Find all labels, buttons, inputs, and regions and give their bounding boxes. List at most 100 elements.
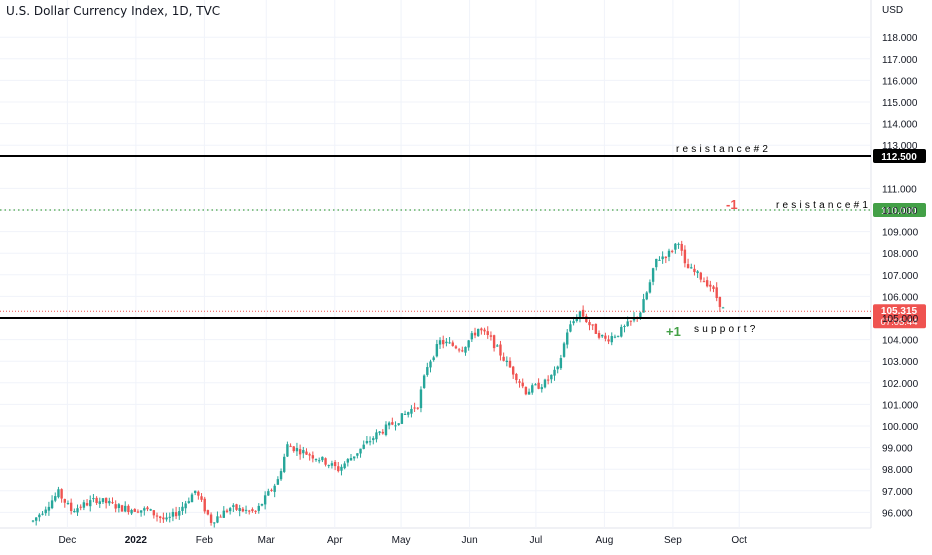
candle-body (661, 256, 664, 260)
y-tick-label: 98.000 (882, 465, 913, 476)
candle-body (387, 422, 391, 426)
candle-body (604, 335, 607, 339)
level-price-tag (873, 149, 926, 163)
candle-body (699, 272, 702, 280)
candle-body (69, 502, 73, 511)
level-price-tag (873, 203, 926, 217)
candle-body (375, 432, 378, 440)
candle-body (613, 336, 617, 338)
candle-body (146, 507, 149, 510)
candle-body (651, 268, 655, 282)
candle-body (44, 509, 47, 514)
candle-body (531, 385, 534, 393)
candle-body (451, 342, 454, 346)
y-tick-label: 107.000 (882, 271, 919, 282)
candle-body (346, 459, 350, 463)
candle-body (496, 345, 499, 347)
candle-body (674, 243, 677, 250)
y-tick-label: 104.000 (882, 336, 919, 347)
candle-body (448, 342, 451, 344)
candle-body (216, 516, 219, 523)
candle-body (168, 516, 171, 518)
candle-body (410, 408, 413, 414)
candle-body (267, 491, 270, 496)
candle-body (292, 446, 295, 452)
candle-body (594, 323, 598, 334)
candle-body (276, 479, 280, 485)
candle-body (92, 498, 95, 500)
candle-body (260, 504, 264, 506)
candle-body (445, 341, 448, 344)
candle-body (305, 451, 308, 455)
level-price-tag-label: 112.500 (881, 152, 917, 163)
candle-body (486, 331, 489, 335)
y-tick-label: 116.000 (882, 76, 918, 87)
candle-body (337, 466, 340, 472)
candle-body (73, 510, 76, 513)
candle-body (101, 498, 105, 503)
candle-body (683, 249, 687, 264)
chart-title: U.S. Dollar Currency Index, 1D, TVC (6, 4, 221, 18)
candle-body (352, 456, 356, 459)
y-tick-label: 102.000 (882, 379, 919, 390)
candle-body (667, 250, 671, 257)
candle-body (273, 485, 276, 492)
candle-body (534, 384, 537, 386)
candle-body (670, 250, 674, 252)
y-tick-label: 118.000 (882, 33, 918, 44)
candle-body (429, 361, 432, 368)
candle-body (209, 514, 213, 523)
candle-body (327, 465, 330, 467)
candle-body (321, 456, 324, 461)
candle-body (98, 501, 101, 504)
candle-body (228, 508, 232, 512)
candle-body (359, 448, 362, 454)
y-tick-label: 113.000 (882, 141, 918, 152)
candle-body (362, 444, 365, 449)
candle-body (133, 509, 136, 512)
candle-body (705, 280, 709, 287)
candle-body (251, 509, 254, 512)
candle-body (686, 264, 690, 269)
candle-body (566, 332, 569, 345)
candle-body (343, 463, 346, 469)
candle-body (508, 360, 512, 368)
candle-body (492, 335, 496, 349)
candle-body (645, 292, 648, 300)
candle-body (333, 461, 337, 467)
x-tick-label: Dec (58, 535, 76, 546)
y-tick-label: 117.000 (882, 55, 918, 66)
x-tick-label: May (392, 535, 411, 546)
candle-body (505, 360, 509, 363)
candle-body (324, 458, 327, 465)
last-price-tag (873, 304, 926, 329)
candle-body (254, 510, 257, 512)
candle-body (181, 506, 184, 512)
y-tick-label: 108.000 (882, 249, 919, 260)
x-tick-label: Oct (731, 535, 747, 546)
candle-body (139, 510, 143, 513)
candle-body (642, 299, 645, 313)
candle-body (680, 243, 683, 251)
candle-body (89, 500, 92, 507)
candle-body (721, 307, 725, 309)
candle-body (117, 504, 121, 509)
candle-body (241, 508, 245, 512)
candle-body (289, 445, 292, 447)
candle-body (219, 516, 222, 518)
candle-body (473, 332, 477, 336)
candle-body (709, 284, 712, 287)
candle-body (585, 316, 588, 323)
candle-body (461, 350, 464, 352)
candle-body (206, 510, 210, 515)
candle-body (403, 413, 407, 415)
level-price-tag-label: 110.000 (881, 206, 917, 217)
candle-body (295, 448, 299, 452)
candle-body (407, 412, 410, 415)
candle-body (537, 382, 540, 389)
candle-body (308, 454, 311, 456)
candle-body (244, 509, 248, 511)
candle-body (178, 511, 181, 516)
y-tick-label: 99.000 (882, 444, 913, 455)
candle-body (712, 286, 715, 289)
